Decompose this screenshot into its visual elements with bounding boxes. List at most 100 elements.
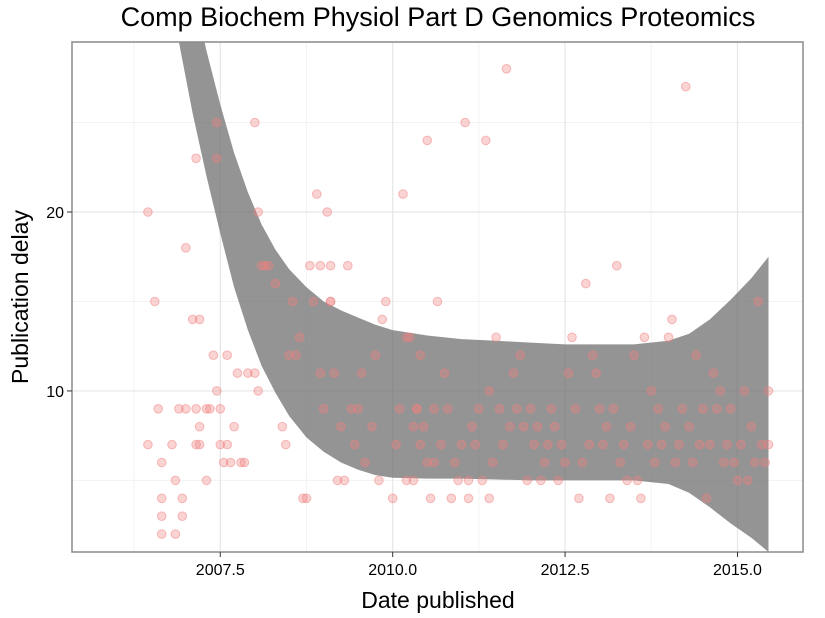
data-point (705, 439, 715, 450)
data-point (567, 332, 577, 343)
data-point (756, 439, 767, 450)
data-point (505, 421, 515, 432)
data-point (377, 314, 388, 325)
data-point (418, 421, 429, 432)
data-point (181, 243, 191, 253)
data-point (229, 421, 239, 432)
data-point (318, 404, 329, 414)
data-point (205, 404, 215, 414)
data-point (370, 350, 381, 361)
data-point (191, 153, 201, 164)
data-point (429, 404, 439, 414)
data-point (532, 421, 543, 432)
data-point (743, 475, 753, 486)
data-point (725, 404, 736, 414)
data-point (277, 421, 288, 432)
data-point (484, 493, 495, 504)
data-point (487, 457, 498, 468)
data-point (660, 421, 670, 432)
data-point (632, 475, 643, 486)
data-point (539, 457, 550, 468)
data-point (684, 421, 695, 432)
data-point (712, 404, 722, 414)
data-point (708, 368, 719, 378)
data-point (622, 475, 632, 486)
data-point (208, 350, 219, 361)
data-point (225, 457, 236, 468)
data-point (412, 404, 422, 414)
data-point (515, 350, 526, 361)
x-tick-label: 2007.5 (196, 562, 245, 579)
data-point (353, 404, 364, 414)
data-point (218, 457, 229, 468)
data-point (212, 117, 222, 128)
data-point (687, 457, 698, 468)
data-point (732, 475, 743, 486)
data-point (739, 386, 750, 396)
data-point (263, 260, 274, 271)
data-point (191, 404, 201, 414)
data-point (170, 475, 181, 486)
data-point (232, 368, 243, 378)
data-point (763, 386, 774, 396)
data-point (381, 296, 391, 307)
data-point (491, 332, 501, 343)
data-point (677, 404, 688, 414)
data-point (325, 296, 336, 307)
data-point (718, 457, 729, 468)
data-point (236, 457, 246, 468)
data-point (643, 439, 653, 450)
data-point (691, 350, 701, 361)
y-axis-ticks: 10 20 (46, 205, 72, 401)
data-point (212, 386, 222, 396)
data-point (287, 296, 298, 307)
data-point (574, 493, 584, 504)
x-tick-label: 2015.0 (713, 562, 762, 579)
data-point (270, 278, 281, 289)
data-point (618, 439, 629, 450)
data-point (329, 368, 339, 378)
data-point (256, 260, 267, 271)
data-point (253, 207, 264, 217)
data-point (605, 493, 615, 504)
data-point (587, 350, 598, 361)
data-point (736, 439, 746, 450)
data-point (349, 439, 360, 450)
data-point (636, 493, 646, 504)
data-point (156, 457, 167, 468)
data-point (150, 296, 160, 307)
data-point (187, 314, 198, 325)
data-point (425, 493, 436, 504)
y-axis-title: Publication delay (7, 210, 33, 384)
data-point (408, 475, 419, 486)
data-point (156, 511, 167, 522)
data-point (181, 404, 191, 414)
data-points (143, 64, 774, 539)
data-point (215, 404, 226, 414)
data-point (591, 368, 601, 378)
data-point (463, 475, 474, 486)
data-point (174, 404, 184, 414)
data-point (446, 493, 457, 504)
data-point (629, 350, 639, 361)
data-point (239, 457, 250, 468)
data-point (401, 332, 412, 343)
data-point (601, 421, 612, 432)
data-point (443, 404, 453, 414)
data-point (167, 439, 177, 450)
data-point (339, 475, 350, 486)
data-point (374, 475, 384, 486)
data-point (315, 368, 326, 378)
data-point (201, 475, 212, 486)
data-point (615, 457, 626, 468)
data-point (525, 404, 536, 414)
data-point (698, 404, 708, 414)
data-point (598, 439, 608, 450)
data-point (401, 475, 412, 486)
data-point (305, 260, 315, 271)
x-tick-label: 2012.5 (541, 562, 590, 579)
data-point (170, 529, 181, 539)
data-point (405, 332, 415, 343)
data-point (367, 421, 377, 432)
